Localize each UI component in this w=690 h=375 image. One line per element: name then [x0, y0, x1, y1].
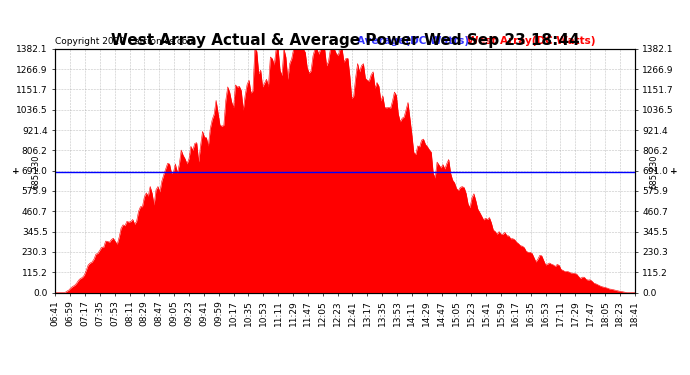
Text: 685.230: 685.230: [650, 154, 659, 189]
Title: West Array Actual & Average Power Wed Sep 23 18:44: West Array Actual & Average Power Wed Se…: [110, 33, 580, 48]
Text: Copyright 2020 Cartronics.com: Copyright 2020 Cartronics.com: [55, 38, 197, 46]
Text: Average(DC Watts): Average(DC Watts): [357, 36, 469, 46]
Text: +: +: [670, 167, 678, 176]
Text: +: +: [12, 167, 20, 176]
Text: 685.230: 685.230: [31, 154, 40, 189]
Text: West Array(DC Watts): West Array(DC Watts): [466, 36, 595, 46]
